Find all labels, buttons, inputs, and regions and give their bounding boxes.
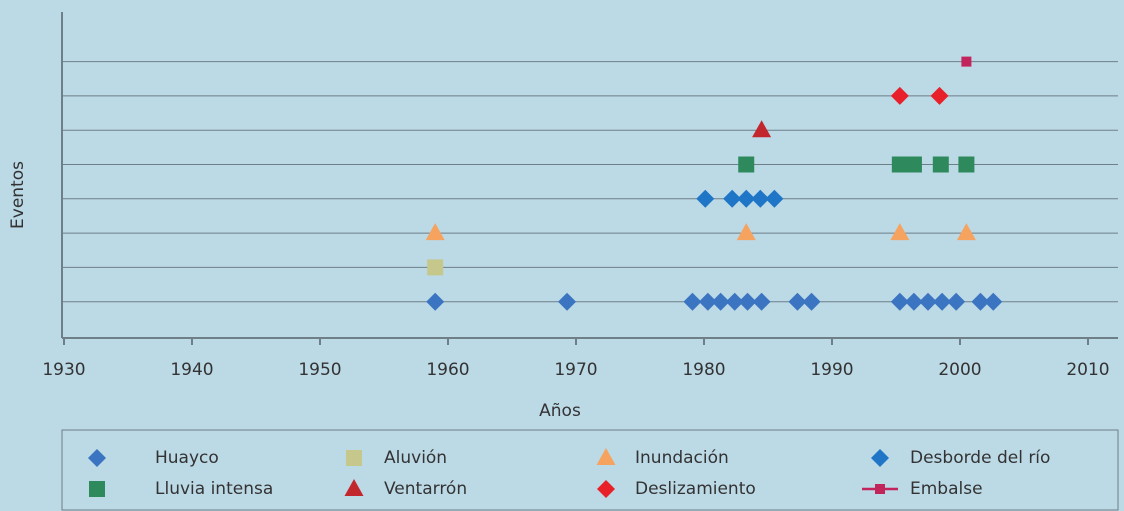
marker [736, 223, 756, 241]
marker [919, 292, 937, 311]
x-tick-label: 1980 [682, 360, 725, 380]
marker [956, 223, 976, 241]
marker [958, 156, 975, 173]
legend-label: Deslizamiento [635, 479, 756, 499]
marker [752, 120, 772, 138]
marker [788, 292, 807, 311]
x-tick-label: 1940 [170, 360, 213, 380]
marker [737, 189, 756, 208]
legend-label: Aluvión [384, 448, 447, 468]
x-axis-label: Años [539, 401, 581, 421]
marker [905, 156, 922, 173]
legend-label: Ventarrón [384, 479, 467, 499]
marker [696, 189, 715, 208]
marker [947, 292, 966, 311]
marker [738, 292, 757, 311]
y-axis-label: Eventos [8, 161, 28, 229]
marker [933, 292, 952, 311]
marker [427, 259, 444, 276]
marker [984, 292, 1003, 311]
marker [971, 292, 990, 311]
x-tick-label: 2010 [1066, 360, 1109, 380]
marker [597, 480, 615, 498]
marker [871, 449, 889, 467]
marker [802, 292, 821, 311]
marker [596, 448, 616, 465]
marker [930, 86, 949, 105]
marker [425, 223, 445, 241]
marker [875, 484, 885, 494]
x-tick-label: 1930 [42, 360, 85, 380]
marker [751, 189, 770, 208]
x-tick-label: 1970 [554, 360, 597, 380]
marker [890, 292, 909, 311]
legend-label: Inundación [635, 448, 729, 468]
marker [698, 292, 717, 311]
marker [890, 223, 910, 241]
marker [891, 156, 908, 173]
marker [558, 292, 577, 311]
marker [961, 56, 972, 67]
x-tick-label: 1960 [426, 360, 469, 380]
marker [346, 450, 362, 466]
marker [932, 156, 949, 173]
marker [765, 189, 784, 208]
legend-label: Huayco [155, 448, 219, 468]
marker [426, 292, 445, 311]
marker [725, 292, 744, 311]
marker [890, 86, 909, 105]
legend-label: Desborde del río [910, 448, 1050, 468]
x-tick-label: 2000 [938, 360, 981, 380]
marker [752, 292, 771, 311]
legend-label: Lluvia intensa [155, 479, 273, 499]
marker [738, 156, 755, 173]
marker [88, 449, 106, 467]
marker [683, 292, 702, 311]
marker [89, 481, 105, 497]
x-tick-label: 1990 [810, 360, 853, 380]
legend-box [61, 429, 1119, 511]
legend-label: Embalse [910, 479, 983, 499]
marker [904, 292, 923, 311]
marker [723, 189, 742, 208]
marker [344, 479, 364, 496]
x-tick-label: 1950 [298, 360, 341, 380]
marker [711, 292, 730, 311]
